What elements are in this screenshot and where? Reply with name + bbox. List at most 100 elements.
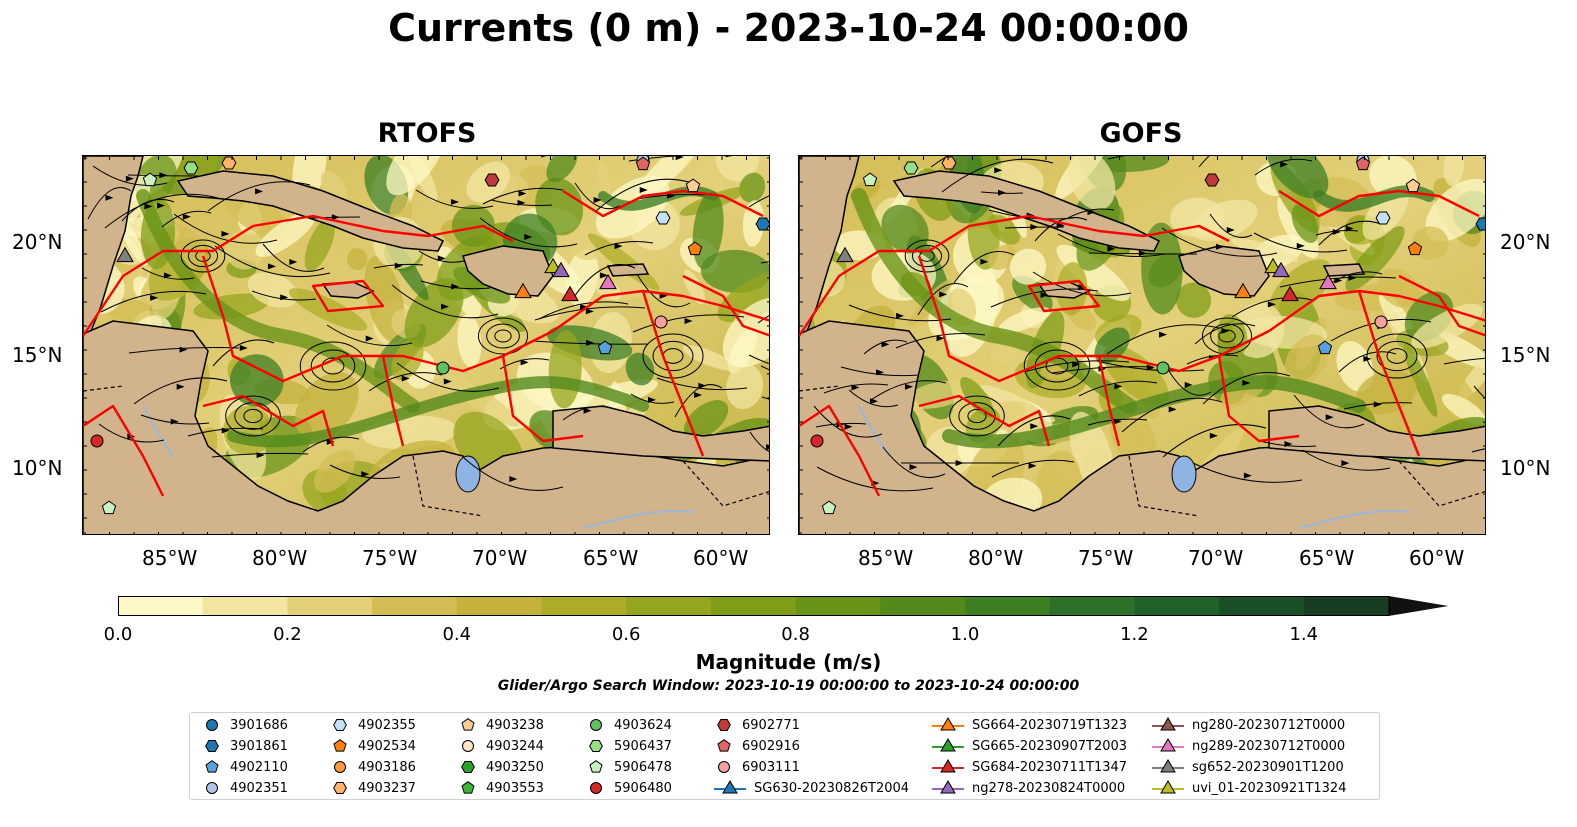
legend-symbol-icon [206,719,218,731]
legend-marker-icon [333,719,347,731]
legend: 3901686 3901861 4902110 4902351 4902355 49025… [189,712,1380,800]
legend-symbol-icon [205,740,219,752]
legend-triangle-icon [1160,780,1176,794]
legend-triangle-icon [1160,738,1176,752]
float-marker [183,161,199,175]
colorbar-segment [541,596,627,616]
legend-label: 4903250 [486,759,544,775]
axis-ticks [83,156,769,534]
panel-title-gofs: GOFS [1099,118,1183,149]
legend-symbol-icon [718,761,730,773]
legend-entry: 6902771 [712,717,800,733]
colorbar-segment [1134,596,1220,616]
legend-symbol-icon [589,760,603,773]
legend-label: ng289-20230712T0000 [1192,738,1346,754]
colorbar-segment [287,596,373,616]
lon-label-65w-gofs: 65°W [1299,546,1355,570]
lake [1171,455,1197,493]
legend-entry: 6902916 [712,738,800,754]
panel-title-rtofs: RTOFS [377,118,477,149]
colorbar-segment [456,596,542,616]
legend-marker-icon [932,759,964,773]
float-marker [142,172,158,187]
legend-symbol-icon [461,781,475,794]
colorbar-segment [118,596,204,616]
legend-symbol-icon [461,761,475,773]
lat-label-15n-right: 15°N [1500,343,1551,367]
legend-entry: 5906437 [584,738,672,754]
colorbar-tick: 1.2 [1120,624,1149,645]
glider-marker [514,282,532,299]
gofs-map[interactable] [798,155,1486,535]
float-marker [1317,340,1333,355]
land [83,156,769,534]
rtofs-map[interactable] [82,155,770,535]
eez-boundaries [83,189,769,497]
lon-label-75w-gofs: 75°W [1078,546,1134,570]
glider-marker [1234,282,1252,299]
legend-symbol-icon [462,740,474,752]
colorbar-segment [1303,596,1389,616]
float-marker [862,172,878,187]
legend-triangle-icon [1160,759,1176,773]
legend-label: 3901686 [230,717,288,733]
lon-label-85w: 85°W [142,546,198,570]
glider-marker [116,246,134,263]
legend-marker-icon [333,782,347,794]
lat-label-15n: 15°N [12,343,63,367]
colorbar-tick: 0.0 [103,624,133,645]
legend-entry: uvi_01-20230921T1324 [1150,780,1346,796]
legend-triangle-icon [940,717,956,731]
lake [455,455,481,493]
lat-label-20n: 20°N [12,230,63,254]
glider-marker [836,246,854,263]
lat-label-10n: 10°N [12,456,63,480]
legend-label: 6902916 [742,738,800,754]
float-marker [941,156,957,170]
legend-symbol-icon [333,719,347,731]
legend-label: 4903238 [486,717,544,733]
colorbar-tick: 0.6 [611,624,641,645]
legend-marker-icon [932,717,964,731]
legend-entry: 4903237 [328,780,416,796]
legend-symbol-icon [334,761,346,773]
colorbar [118,596,1449,616]
legend-symbol-icon [589,740,603,752]
colorbar-segment [202,596,288,616]
lat-label-10n-right: 10°N [1500,456,1551,480]
legend-label: SG630-20230826T2004 [754,780,910,796]
float-marker [597,340,613,355]
float-marker [1407,241,1423,256]
legend-marker-icon [1152,717,1184,731]
legend-symbol-icon [590,782,602,794]
legend-entry: 4902351 [200,780,288,796]
legend-symbol-icon [333,739,347,752]
colorbar-segment [372,596,458,616]
legend-entry: SG684-20230711T1347 [930,759,1127,775]
legend-label: 4902355 [358,717,416,733]
legend-marker-icon [461,718,475,731]
legend-triangle-icon [940,780,956,794]
float-marker [654,315,668,329]
legend-entry: ng289-20230712T0000 [1150,738,1345,754]
legend-label: 4902534 [358,738,416,754]
lon-label-80w-gofs: 80°W [968,546,1024,570]
legend-symbol-icon [461,718,475,731]
legend-marker-icon [205,740,219,752]
legend-entry: 4902110 [200,759,288,775]
colorbar-segment [1219,596,1305,616]
legend-symbol-icon [717,739,731,752]
legend-entry: 4903624 [584,717,672,733]
legend-marker-icon [589,740,603,752]
float-marker [1204,173,1220,187]
legend-label: 4903186 [358,759,416,775]
colorbar-tick: 0.2 [273,624,302,645]
float-marker [484,173,500,187]
legend-marker-icon [206,719,218,731]
legend-entry: 5906478 [584,759,672,775]
legend-entry: 3901686 [200,717,288,733]
land [799,156,1485,534]
legend-marker-icon [461,781,475,794]
legend-triangle-icon [1160,717,1176,731]
legend-label: 5906480 [614,780,672,796]
